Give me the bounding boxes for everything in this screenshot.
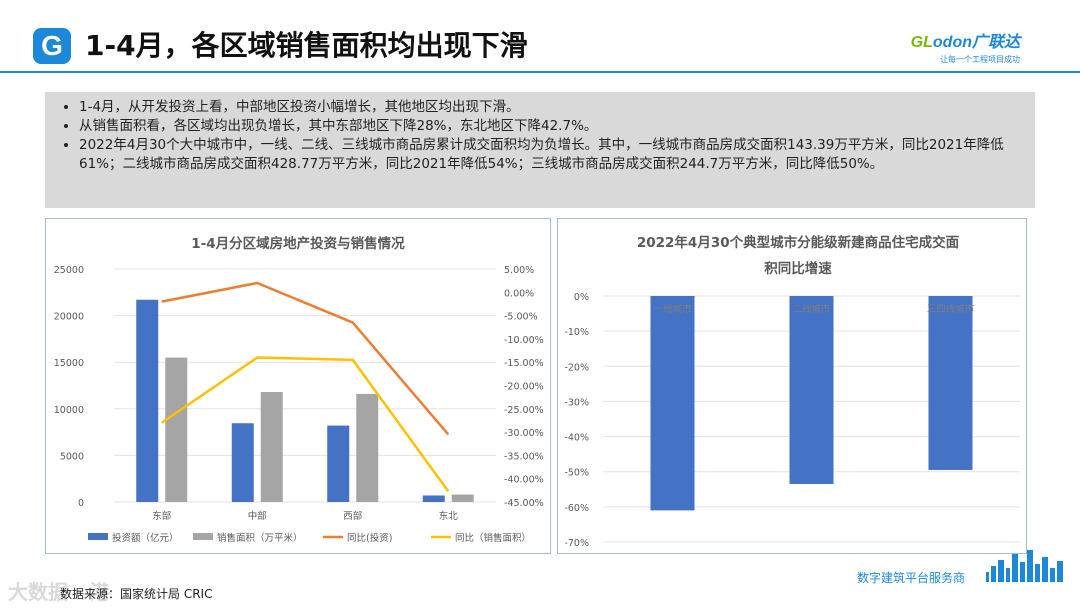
y-tick-label: 15000 xyxy=(54,358,84,369)
legend-label: 投资额（亿元） xyxy=(112,532,179,544)
bar xyxy=(422,495,445,502)
bar xyxy=(650,296,695,511)
y-tick-label: -50% xyxy=(564,468,589,479)
right-axis-labels: 5.00% 0.00% -5.00% -10.00% -15.00% -20.00% -25… xyxy=(504,265,544,509)
y-tick-label: -20% xyxy=(564,362,589,373)
legend-label: 同比(投资) xyxy=(347,532,392,544)
category-label: 二线城市 xyxy=(792,303,831,315)
legend-swatch xyxy=(193,533,213,540)
legend-swatch xyxy=(88,533,108,540)
summary-bullet: 从销售面积看，各区域均出现负增长，其中东部地区下降28%，东北地区下降42.7%… xyxy=(79,117,1019,136)
city-tier-growth-chart: 2022年4月30个典型城市分能级新建商品住宅成交面 积同比增速 0% -10% -… xyxy=(564,234,1020,549)
y2-tick-label: -45.00% xyxy=(504,498,544,509)
regional-investment-sales-chart: 1-4月分区域房地产投资与销售情况 0 5000 10000 15000 20000 25… xyxy=(54,235,544,544)
y-tick-label: 0% xyxy=(574,292,589,303)
legend: 投资额（亿元） 销售面积（万平米） 同比(投资) 同比（销售面积） xyxy=(88,532,531,544)
category-label: 三四线城市 xyxy=(927,303,975,315)
y2-tick-label: -15.00% xyxy=(504,358,544,369)
y-tick-label: 0 xyxy=(78,498,84,509)
skyline-icon xyxy=(986,550,1063,582)
lines xyxy=(161,281,450,493)
y-tick-label: -40% xyxy=(564,433,589,444)
category-labels: 一线城市 二线城市 三四线城市 xyxy=(653,303,974,315)
category-label: 中部 xyxy=(248,510,267,522)
bar xyxy=(356,393,379,502)
y-tick-label: -70% xyxy=(564,538,589,549)
legend-label: 同比（销售面积） xyxy=(455,532,531,544)
page-title: 1-4月，各区域销售面积均出现下滑 xyxy=(85,29,528,62)
bar xyxy=(789,296,834,485)
summary-bullet: 1-4月，从开发投资上看，中部地区投资小幅增长，其他地区均出现下滑。 xyxy=(79,98,1019,117)
chart-title: 1-4月分区域房地产投资与销售情况 xyxy=(191,235,405,252)
y2-tick-label: 5.00% xyxy=(504,265,534,276)
app-logo: G xyxy=(33,28,71,64)
category-label: 西部 xyxy=(343,510,362,522)
y-tick-label: 20000 xyxy=(54,312,84,323)
summary-box: 1-4月，从开发投资上看，中部地区投资小幅增长，其他地区均出现下滑。 从销售面积… xyxy=(45,92,1035,208)
y2-tick-label: -20.00% xyxy=(504,382,544,393)
bars xyxy=(136,299,474,502)
series-line xyxy=(161,356,450,493)
category-label: 东部 xyxy=(152,510,171,522)
series-line xyxy=(161,281,450,436)
y-tick-label: -60% xyxy=(564,503,589,514)
summary-list: 1-4月，从开发投资上看，中部地区投资小幅增长，其他地区均出现下滑。 从销售面积… xyxy=(59,98,1019,174)
footer-brand: 数字建筑平台服务商 xyxy=(857,571,966,585)
bars xyxy=(650,296,973,511)
summary-bullet: 2022年4月30个大中城市中，一线、二线、三线城市商品房累计成交面积均为负增长… xyxy=(79,136,1019,174)
header-divider xyxy=(0,71,1080,73)
left-chart-panel: 1-4月分区域房地产投资与销售情况 0 5000 10000 15000 20000 25… xyxy=(45,218,551,554)
watermark: 大数据 · 港 xyxy=(8,580,110,604)
y-tick-label: -10% xyxy=(564,327,589,338)
brand-name: GLodon广联达 xyxy=(911,28,1020,52)
y-tick-label: 5000 xyxy=(60,451,84,462)
category-labels: 东部 中部 西部 东北 xyxy=(152,510,458,522)
y2-tick-label: 0.00% xyxy=(504,288,534,299)
bar xyxy=(928,296,973,470)
y2-tick-label: -5.00% xyxy=(504,312,538,323)
y2-tick-label: -25.00% xyxy=(504,405,544,416)
brand-block: GLodon广联达 让每一个工程项目成功 xyxy=(911,28,1020,65)
y2-tick-label: -30.00% xyxy=(504,428,544,439)
y-tick-label: 25000 xyxy=(54,265,84,276)
y2-tick-label: -10.00% xyxy=(504,335,544,346)
chart-title-line-1: 2022年4月30个典型城市分能级新建商品住宅成交面 xyxy=(637,234,960,251)
y-axis-labels: 0% -10% -20% -30% -40% -50% -60% -70% xyxy=(564,292,589,549)
bar xyxy=(451,494,474,502)
y2-tick-label: -40.00% xyxy=(504,475,544,486)
y-tick-label: 10000 xyxy=(54,405,84,416)
category-label: 东北 xyxy=(439,510,459,522)
data-source: 数据来源：国家统计局 CRIC xyxy=(60,587,213,601)
y2-tick-label: -35.00% xyxy=(504,451,544,462)
brand-name-initial: GL xyxy=(910,34,933,51)
brand-name-rest: odon广联达 xyxy=(932,34,1020,51)
right-chart-panel: 2022年4月30个典型城市分能级新建商品住宅成交面 积同比增速 0% -10% -… xyxy=(557,218,1027,554)
bar xyxy=(260,392,283,502)
bar xyxy=(327,425,350,502)
bar xyxy=(136,299,159,502)
legend-label: 销售面积（万平米） xyxy=(217,532,303,544)
left-axis-labels: 0 5000 10000 15000 20000 25000 xyxy=(54,265,84,509)
chart-title-line-2: 积同比增速 xyxy=(764,260,832,277)
brand-slogan: 让每一个工程项目成功 xyxy=(940,55,1020,64)
bar xyxy=(231,423,254,502)
bar xyxy=(165,357,188,502)
y-tick-label: -30% xyxy=(564,397,589,408)
category-label: 一线城市 xyxy=(653,303,692,315)
